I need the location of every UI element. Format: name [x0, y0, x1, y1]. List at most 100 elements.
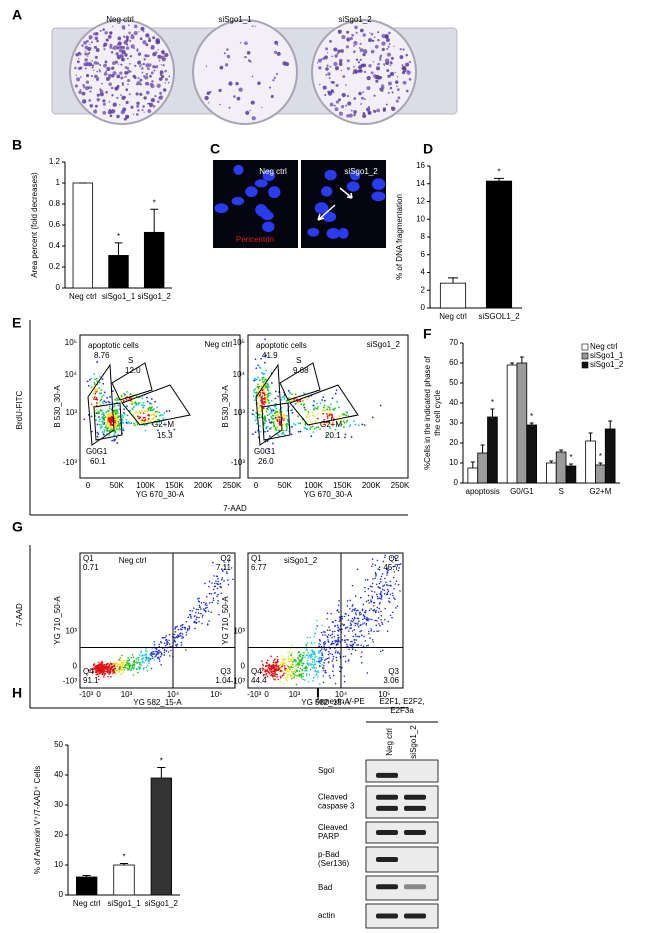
colony [340, 104, 345, 109]
error-bar [608, 420, 613, 429]
event-dot [346, 626, 349, 629]
event-dot [147, 408, 150, 411]
event-dot [283, 667, 286, 669]
event-dot [328, 657, 330, 659]
event-dot [132, 668, 135, 670]
event-dot [385, 581, 387, 584]
event-dot [383, 584, 386, 586]
event-dot [195, 611, 197, 614]
event-dot [367, 630, 370, 633]
event-dot [277, 395, 279, 398]
event-dot [390, 584, 392, 587]
event-dot [302, 678, 304, 681]
event-dot [379, 404, 382, 407]
colony [329, 40, 332, 43]
event-dot [343, 436, 346, 439]
colony [368, 38, 373, 43]
event-dot [277, 433, 279, 436]
colony [113, 66, 115, 68]
colony [137, 60, 142, 65]
x-tick-label: 10⁵ [378, 690, 390, 699]
gate-label: G0G1 [254, 447, 276, 456]
event-dot [217, 599, 219, 602]
event-dot [298, 672, 301, 675]
event-dot [279, 675, 282, 678]
event-dot [285, 658, 287, 661]
event-dot [315, 628, 317, 630]
event-dot [370, 628, 372, 630]
event-dot [384, 618, 386, 621]
event-dot [332, 655, 335, 658]
colony [103, 63, 108, 68]
event-dot [114, 433, 116, 435]
event-dot [332, 665, 335, 668]
colony [126, 66, 130, 70]
event-dot [198, 604, 201, 607]
colony [105, 91, 108, 94]
colony [95, 48, 100, 52]
event-dot [148, 659, 150, 661]
event-dot [103, 391, 106, 394]
outer-y-title: 7-AAD [15, 603, 24, 627]
event-dot [287, 673, 289, 676]
event-dot [125, 418, 128, 421]
colony [135, 92, 139, 96]
event-dot [267, 665, 269, 667]
event-dot [107, 419, 110, 421]
colony [375, 79, 379, 83]
plot-title: siSgo1_2 [284, 556, 318, 565]
event-dot [251, 413, 254, 416]
event-dot [277, 661, 279, 663]
colony [353, 97, 357, 100]
blot-band [376, 913, 398, 919]
event-dot [165, 638, 168, 641]
event-dot [309, 636, 311, 639]
event-dot [260, 404, 263, 407]
event-dot [256, 401, 259, 404]
bar [477, 452, 488, 484]
event-dot [114, 429, 117, 432]
event-dot [253, 379, 256, 382]
event-dot [353, 617, 356, 620]
colony [402, 68, 407, 73]
event-dot [389, 601, 391, 604]
error-bar [157, 767, 166, 778]
colony [377, 31, 380, 34]
colony [120, 63, 123, 66]
event-dot [133, 422, 135, 425]
event-dot [334, 682, 337, 685]
event-dot [306, 662, 309, 664]
event-dot [265, 670, 267, 673]
event-dot [151, 655, 154, 658]
event-dot [140, 651, 142, 654]
event-dot [264, 430, 266, 433]
colony [84, 67, 87, 70]
x-tick-label: 250K [223, 481, 242, 490]
event-dot [379, 593, 381, 595]
event-dot [110, 667, 113, 670]
colony [96, 93, 100, 97]
error-bar [119, 863, 129, 865]
event-dot [376, 606, 379, 609]
event-dot [135, 658, 138, 660]
event-dot [144, 416, 146, 419]
event-dot [355, 639, 358, 641]
event-dot [325, 658, 327, 660]
event-dot [132, 414, 135, 416]
error-bar [559, 449, 564, 452]
colony [109, 32, 112, 35]
event-dot [268, 406, 271, 409]
colony [325, 74, 328, 76]
event-dot [186, 628, 189, 630]
event-dot [288, 660, 291, 663]
blot-band [404, 794, 426, 800]
colony [335, 83, 339, 88]
event-dot [322, 641, 325, 644]
event-dot [263, 361, 266, 364]
event-dot [326, 417, 329, 419]
colony [91, 64, 95, 67]
event-dot [306, 428, 309, 431]
event-dot [393, 556, 396, 558]
event-dot [342, 420, 345, 423]
event-dot [95, 673, 98, 676]
